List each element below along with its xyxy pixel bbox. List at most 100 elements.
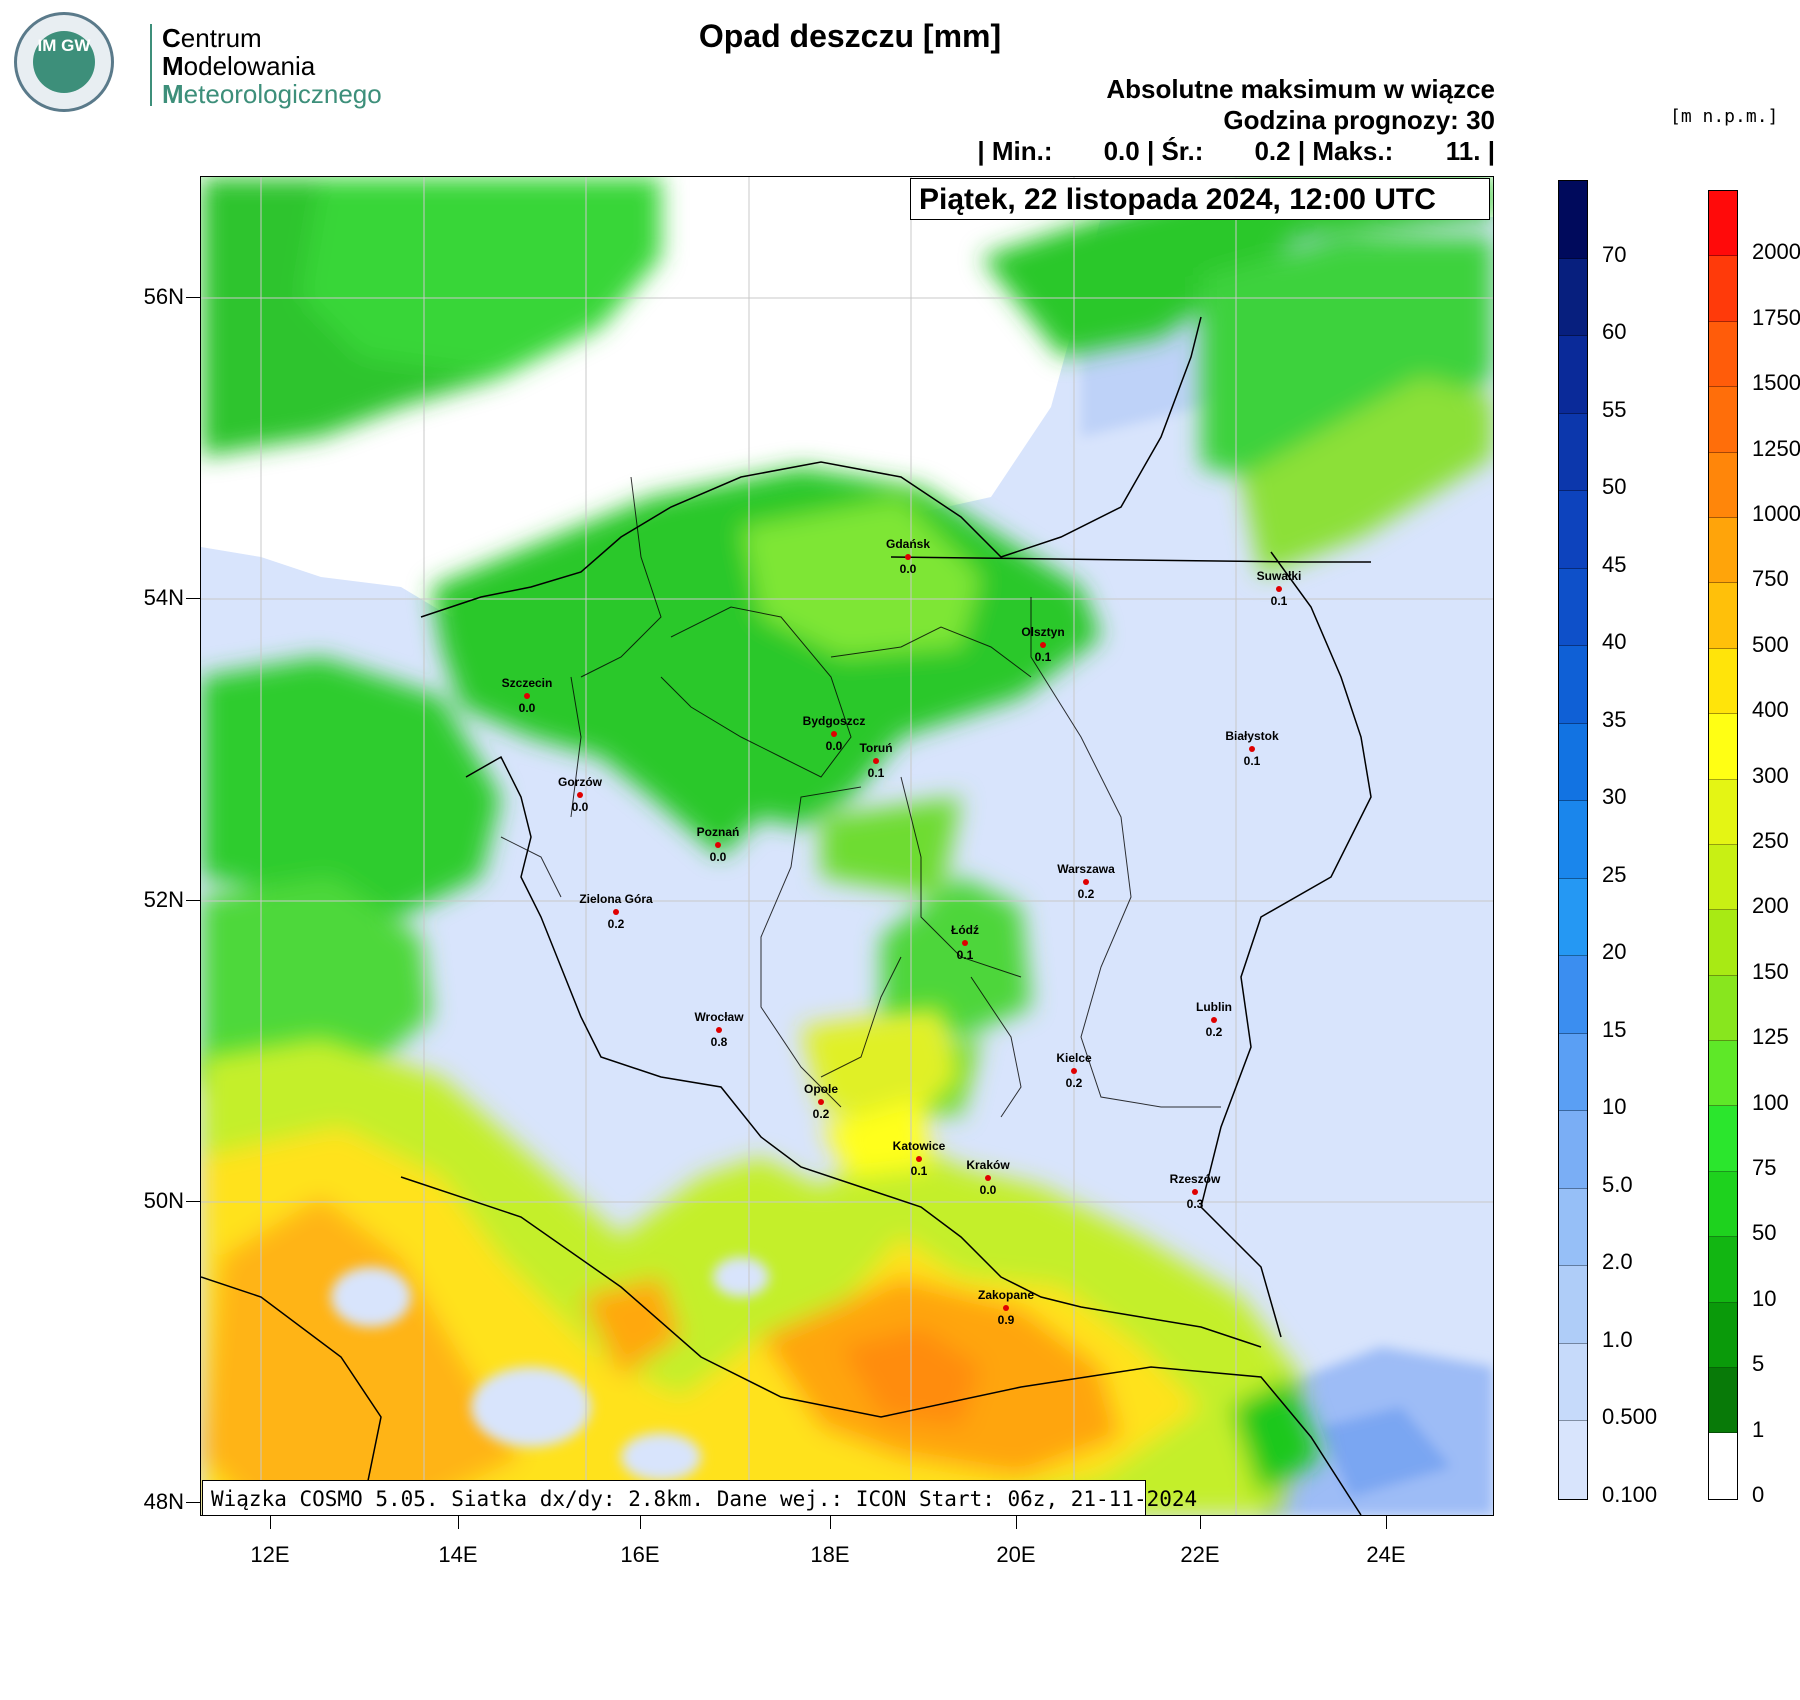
terrain-scale-swatch xyxy=(1709,844,1737,911)
no-rain-gaps xyxy=(331,1257,769,1481)
rain-scale-swatch xyxy=(1559,801,1587,879)
lat-tick-mark xyxy=(186,1502,200,1503)
rain-scale-swatch xyxy=(1559,723,1587,802)
imgw-badge: IM GW xyxy=(33,31,95,93)
rain-scale-swatch xyxy=(1559,1266,1587,1344)
terrain-scale-swatch xyxy=(1709,975,1737,1042)
precipitation-map: Gdańsk 0.0 Suwałki 0.1 Olsztyn 0.1 Szczecin 0.0… xyxy=(200,176,1494,1516)
terrain-scale-swatch xyxy=(1709,191,1737,257)
rain-scale-label: 40 xyxy=(1602,629,1627,655)
terrain-scale-label: 1000 xyxy=(1752,501,1800,526)
rain-scale-label: 1.0 xyxy=(1602,1326,1633,1352)
rain-scale-label: 0.100 xyxy=(1602,1482,1658,1507)
city-name: Kielce xyxy=(1056,1051,1092,1065)
lon-tick-mark xyxy=(830,1515,831,1529)
city-value: 0.0 xyxy=(709,850,727,864)
terrain-scale-swatch xyxy=(1709,452,1737,518)
lat-tick-label: 50N xyxy=(143,1188,184,1213)
city-name: Łódź xyxy=(951,923,979,937)
imgw-logo: IM GW Centrum Modelowania Meteorologiczn… xyxy=(10,10,390,112)
city-dot xyxy=(873,758,879,764)
terrain-scale-swatch xyxy=(1709,714,1737,780)
terrain-scale-bar xyxy=(1708,190,1738,1500)
lon-tick-mark xyxy=(1386,1515,1387,1529)
lon-tick-label: 18E xyxy=(810,1542,850,1567)
lat-tick-mark xyxy=(186,900,200,901)
city-value: 0.1 xyxy=(867,766,885,780)
rain-scale-swatch xyxy=(1559,1111,1587,1189)
city-dot xyxy=(1211,1017,1217,1023)
rain-scale-swatch xyxy=(1559,258,1587,337)
lon-tick-mark xyxy=(1200,1515,1201,1529)
rain-scale-swatch xyxy=(1559,646,1587,724)
graticule xyxy=(201,177,1493,1515)
city-name: Kraków xyxy=(966,1158,1010,1172)
terrain-scale-swatch xyxy=(1709,387,1737,453)
city-dot xyxy=(577,792,583,798)
terrain-scale-label: 250 xyxy=(1752,828,1789,853)
rain-scale-label: 35 xyxy=(1602,706,1627,732)
rain-scale-swatch xyxy=(1559,878,1587,957)
map-svg xyxy=(201,177,1493,1515)
terrain-scale-swatch xyxy=(1709,1237,1737,1303)
terrain-scale-swatch xyxy=(1709,517,1737,584)
city-dot xyxy=(916,1156,922,1162)
city-name: Olsztyn xyxy=(1021,625,1065,639)
terrain-scale-swatch xyxy=(1709,583,1737,649)
city-dot xyxy=(1040,642,1046,648)
rain-scale-swatch xyxy=(1559,1033,1587,1112)
city-dot xyxy=(831,731,837,737)
terrain-scale-swatch xyxy=(1709,910,1737,976)
city-dot xyxy=(818,1099,824,1105)
city-value: 0.0 xyxy=(571,800,589,814)
city-dot xyxy=(905,554,911,560)
lat-tick-label: 48N xyxy=(143,1489,184,1514)
city-dot xyxy=(716,1027,722,1033)
rain-scale-label: 30 xyxy=(1602,784,1627,810)
rain-scale-label: 55 xyxy=(1602,396,1627,422)
city-value: 0.1 xyxy=(1034,650,1052,664)
city-name: Szczecin xyxy=(501,676,553,690)
lon-tick-mark xyxy=(270,1515,271,1529)
stat-min-label: | Min.: xyxy=(977,136,1053,166)
terrain-scale-label: 300 xyxy=(1752,762,1789,788)
stat-max-label: | Maks.: xyxy=(1297,136,1394,166)
terrain-scale-label: 750 xyxy=(1752,566,1789,592)
voivodeship-borders xyxy=(500,476,1221,1118)
city-name: Katowice xyxy=(892,1139,946,1153)
terrain-scale-label: 0 xyxy=(1752,1482,1765,1507)
green-rain-areas xyxy=(201,177,1493,1117)
terrain-scale-label: 1250 xyxy=(1752,435,1800,461)
city-dot xyxy=(524,693,530,699)
city-dot xyxy=(1071,1068,1077,1074)
rain-scale-label: 10 xyxy=(1602,1094,1627,1120)
city-dot xyxy=(1083,879,1089,885)
lon-tick-mark xyxy=(1016,1515,1017,1529)
rain-scale-swatch xyxy=(1559,413,1587,492)
rain-scale-bar xyxy=(1558,180,1588,1500)
rain-scale-swatch xyxy=(1559,336,1587,414)
city-value: 0.0 xyxy=(899,562,917,576)
city-value: 0.0 xyxy=(979,1183,997,1197)
terrain-scale-swatch xyxy=(1709,1106,1737,1172)
rain-scale-swatch xyxy=(1559,1343,1587,1422)
rain-scale-label: 50 xyxy=(1602,474,1627,500)
terrain-scale-label: 1500 xyxy=(1752,370,1800,396)
terrain-scale-swatch xyxy=(1709,1302,1737,1369)
lon-tick-label: 12E xyxy=(250,1542,290,1567)
rain-scale-swatch xyxy=(1559,181,1587,259)
rain-scale-swatch xyxy=(1559,1421,1587,1499)
logo-separator xyxy=(150,24,152,106)
city-name: Poznań xyxy=(696,825,740,839)
rain-scale-label: 60 xyxy=(1602,319,1627,345)
city-name: Bydgoszcz xyxy=(802,714,866,728)
terrain-scale-swatch xyxy=(1709,1171,1737,1238)
rain-scale-swatch xyxy=(1559,1188,1587,1267)
terrain-scale-label: 1 xyxy=(1752,1416,1765,1442)
stat-max-value: 11. xyxy=(1445,136,1481,166)
terrain-scale-swatch xyxy=(1709,321,1737,388)
city-name: Wrocław xyxy=(694,1010,744,1024)
rain-scale-label: 25 xyxy=(1602,861,1627,887)
city-name: Zielona Góra xyxy=(579,892,653,906)
terrain-scale-swatch xyxy=(1709,256,1737,322)
